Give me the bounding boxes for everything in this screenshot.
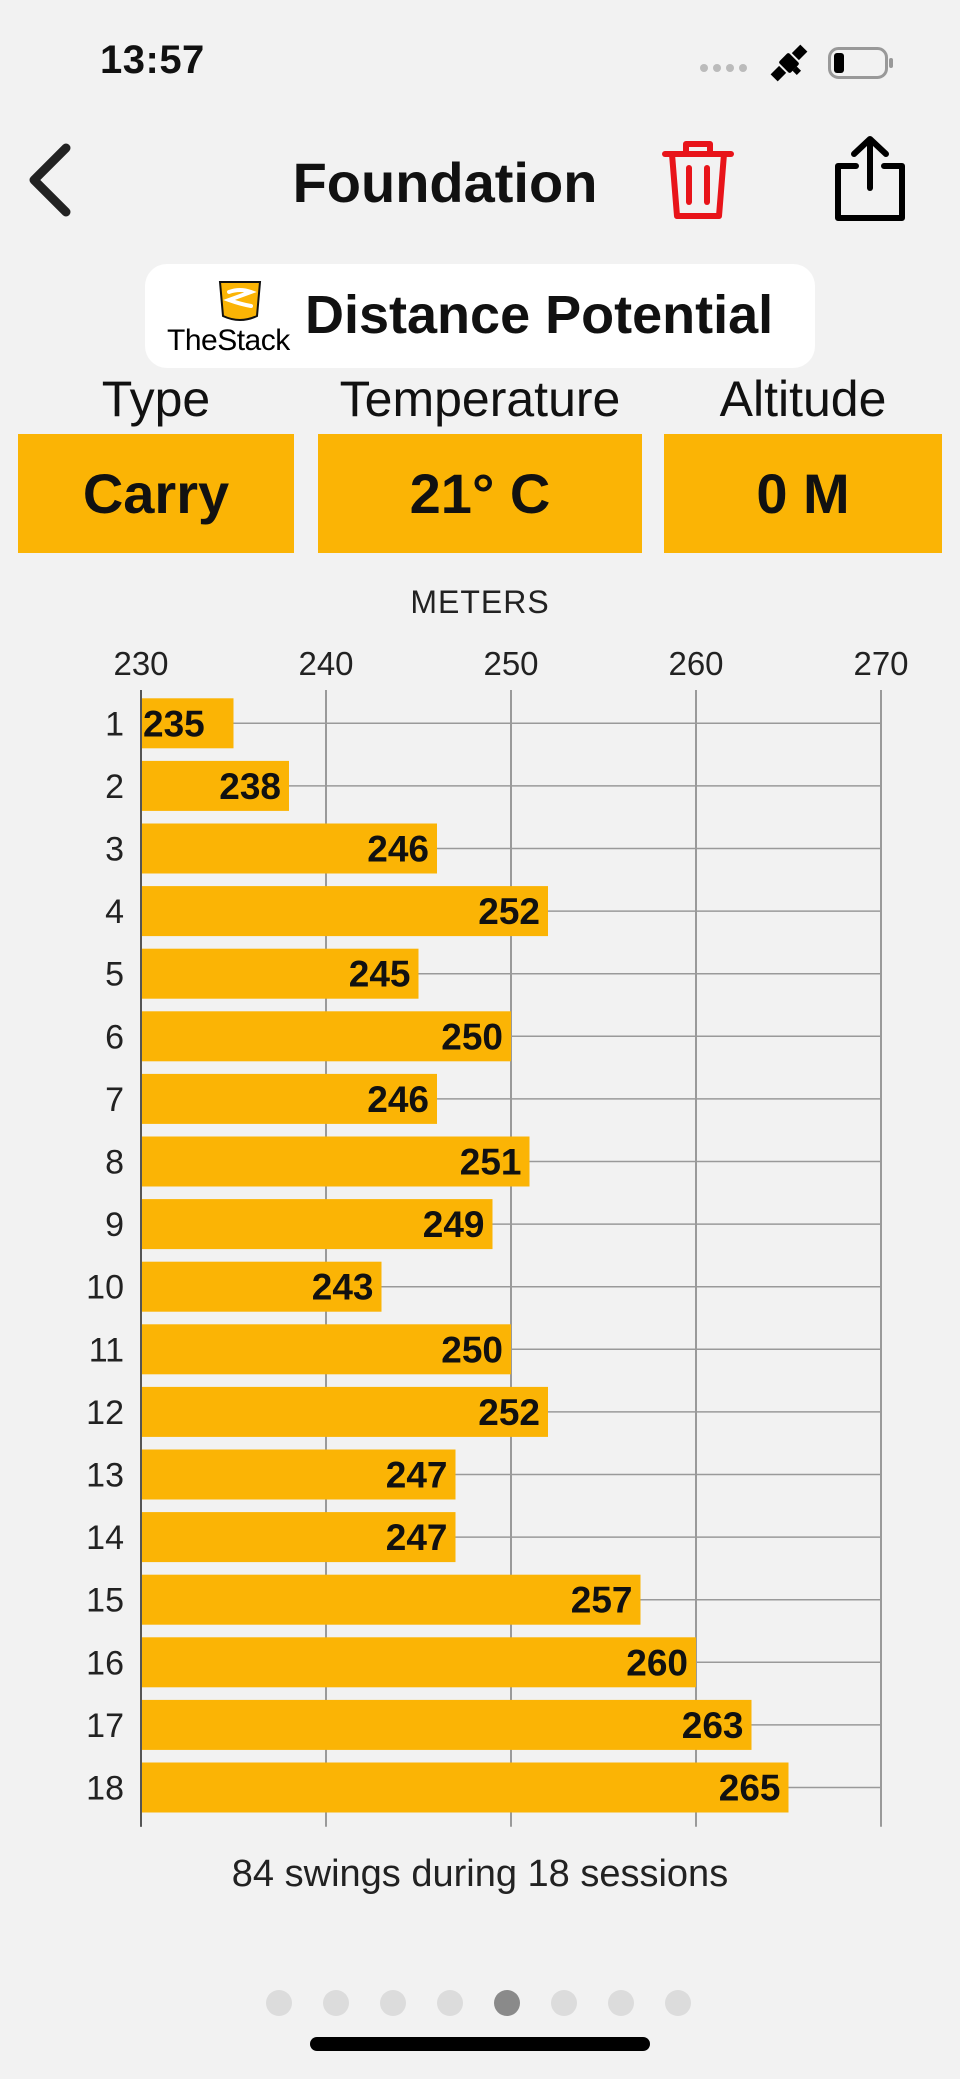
altitude-label: Altitude <box>719 371 887 427</box>
page-dot[interactable] <box>494 1990 520 2016</box>
bar-session-12 <box>141 1386 548 1437</box>
x-tick-label: 240 <box>298 645 353 682</box>
bar-value-label: 245 <box>349 954 411 995</box>
brand-title: Distance Potential <box>305 285 774 345</box>
back-button[interactable] <box>26 142 76 218</box>
bar-session-7 <box>141 1073 437 1124</box>
bar-value-label: 251 <box>460 1142 522 1183</box>
bar-session-2 <box>141 760 289 811</box>
page-dot[interactable] <box>437 1990 463 2016</box>
bar-value-label: 252 <box>478 891 540 932</box>
bar-value-label: 249 <box>423 1204 485 1245</box>
x-tick-label: 250 <box>483 645 538 682</box>
share-button[interactable] <box>832 134 908 224</box>
bar-session-6 <box>141 1011 511 1062</box>
bar-session-16 <box>141 1637 696 1688</box>
brand-card: TheStack Distance Potential <box>145 264 815 368</box>
type-label: Type <box>101 371 211 427</box>
bar-value-label: 243 <box>312 1267 374 1308</box>
bar-session-18 <box>141 1762 789 1813</box>
bar-value-label: 247 <box>386 1455 448 1496</box>
bar-session-3 <box>141 823 437 874</box>
altitude-value-box[interactable]: 0 M <box>664 434 942 553</box>
y-category-label: 17 <box>86 1707 124 1745</box>
satellite-icon <box>770 44 808 82</box>
bar-value-label: 246 <box>367 829 429 870</box>
bar-value-label: 246 <box>367 1079 429 1120</box>
y-category-label: 6 <box>105 1018 124 1056</box>
delete-button[interactable] <box>660 136 736 222</box>
signal-dots-icon <box>700 64 747 72</box>
page-dot[interactable] <box>323 1990 349 2016</box>
type-value-box[interactable]: Carry <box>18 434 294 553</box>
y-category-label: 18 <box>86 1770 124 1808</box>
y-category-label: 2 <box>105 768 124 806</box>
bar-session-11 <box>141 1324 511 1375</box>
bar-value-label: 238 <box>219 766 281 807</box>
bar-value-label: 257 <box>571 1580 633 1621</box>
y-category-label: 4 <box>105 893 124 931</box>
bar-value-label: 260 <box>626 1642 688 1683</box>
y-category-label: 14 <box>86 1519 124 1557</box>
brand-logo-text: TheStack <box>167 324 290 357</box>
bar-session-14 <box>141 1512 456 1563</box>
y-category-label: 8 <box>105 1144 124 1182</box>
thestack-logo-icon <box>218 281 262 321</box>
y-category-label: 3 <box>105 831 124 869</box>
summary-text: 84 swings during 18 sessions <box>231 1853 729 1895</box>
y-category-label: 1 <box>105 705 124 743</box>
bar-value-label: 250 <box>441 1016 503 1057</box>
y-category-label: 16 <box>86 1644 124 1682</box>
battery-icon <box>828 47 893 79</box>
status-time: 13:57 <box>100 38 205 82</box>
bar-session-17 <box>141 1699 752 1750</box>
y-category-label: 15 <box>86 1582 124 1620</box>
page-dot[interactable] <box>551 1990 577 2016</box>
page-dot[interactable] <box>266 1990 292 2016</box>
bar-value-label: 250 <box>441 1329 503 1370</box>
x-tick-label: 230 <box>113 645 168 682</box>
bar-value-label: 263 <box>682 1705 744 1746</box>
page-dot[interactable] <box>665 1990 691 2016</box>
bar-session-5 <box>141 948 419 999</box>
bar-session-8 <box>141 1136 530 1187</box>
bar-session-10 <box>141 1261 382 1312</box>
page-dot[interactable] <box>608 1990 634 2016</box>
bar-value-label: 235 <box>143 703 205 744</box>
chart-axis-label: METERS <box>410 584 550 620</box>
bar-session-15 <box>141 1574 641 1625</box>
y-category-label: 10 <box>86 1269 124 1307</box>
y-category-label: 13 <box>86 1457 124 1495</box>
bar-value-label: 247 <box>386 1517 448 1558</box>
home-indicator <box>310 2037 650 2051</box>
bar-value-label: 265 <box>719 1768 781 1809</box>
x-tick-label: 260 <box>668 645 723 682</box>
page-title: Foundation <box>292 151 598 214</box>
temperature-label: Temperature <box>339 371 621 427</box>
y-category-label: 11 <box>89 1331 124 1369</box>
page-indicator[interactable] <box>266 1990 691 2016</box>
y-category-label: 9 <box>105 1206 124 1244</box>
bar-session-4 <box>141 886 548 937</box>
page-dot[interactable] <box>380 1990 406 2016</box>
y-category-label: 5 <box>105 956 124 994</box>
y-category-label: 12 <box>86 1394 124 1432</box>
bar-session-9 <box>141 1199 493 1250</box>
bar-session-13 <box>141 1449 456 1500</box>
y-category-label: 7 <box>105 1081 124 1119</box>
bar-session-1 <box>141 698 234 749</box>
x-tick-label: 270 <box>853 645 908 682</box>
temperature-value-box[interactable]: 21° C <box>318 434 642 553</box>
bar-value-label: 252 <box>478 1392 540 1433</box>
